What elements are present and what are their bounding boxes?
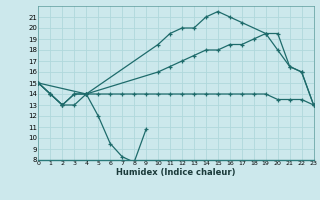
X-axis label: Humidex (Indice chaleur): Humidex (Indice chaleur) <box>116 168 236 177</box>
